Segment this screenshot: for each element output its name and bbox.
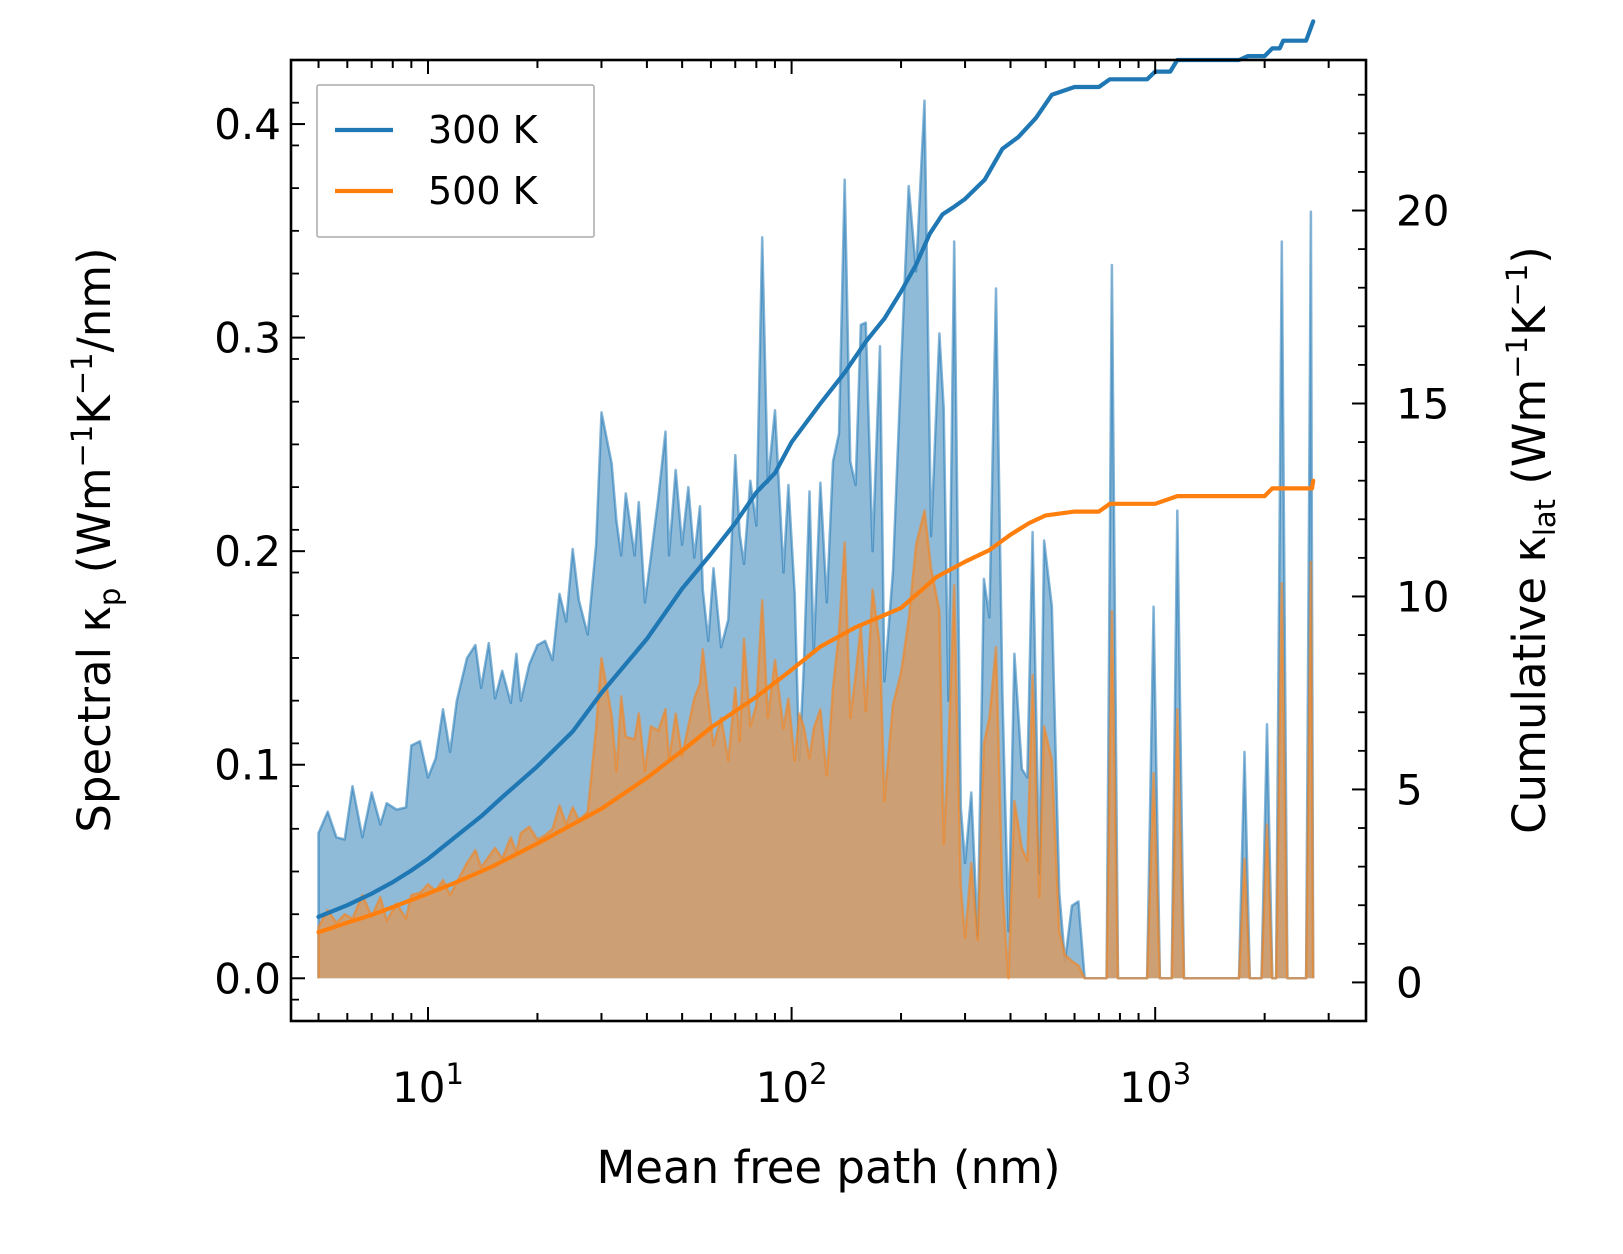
spectral-outline-300k xyxy=(317,99,1315,980)
x-tick-exponent: 3 xyxy=(1173,1057,1191,1091)
cumulative-line-500k xyxy=(316,478,1316,935)
legend-box xyxy=(316,84,595,238)
y-left-axis-title-subscript: p xyxy=(93,588,127,606)
x-tick-label: 103 xyxy=(1119,1057,1191,1112)
x-tick-label: 102 xyxy=(756,1057,828,1112)
y-right-tick-label: 5 xyxy=(1396,765,1423,814)
legend: 300 K 500 K xyxy=(316,84,595,238)
spectral-fill-500k xyxy=(318,510,1314,979)
y-right-axis-title-unit: (Wm xyxy=(1503,379,1556,499)
x-tick-exponent: 1 xyxy=(445,1057,463,1091)
y-left-axis-title: Spectral κp (Wm−1K−1/nm) xyxy=(65,247,127,832)
x-tick-exponent: 2 xyxy=(809,1057,827,1091)
x-tick-label: 101 xyxy=(392,1057,464,1112)
y-left-axis-title-unit-end: /nm) xyxy=(68,247,121,352)
y-right-axis-title-subscript: lat xyxy=(1528,499,1562,536)
spectral-outline-500k xyxy=(317,509,1315,980)
y-left-tick-label: 0.4 xyxy=(214,100,281,149)
spectral-fill-300k xyxy=(318,100,1314,979)
y-left-axis-title-prefix: Spectral κ xyxy=(68,606,121,833)
y-right-tick-label: 10 xyxy=(1396,572,1449,621)
y-right-axis-title-prefix: Cumulative κ xyxy=(1503,536,1556,834)
y-right-tick-label: 0 xyxy=(1396,958,1423,1007)
y-left-tick-label: 0.3 xyxy=(214,314,281,363)
y-left-axis-title-unit-k: K xyxy=(68,394,121,425)
axes-frame xyxy=(289,58,1368,1023)
y-right-axis-title-exponent: −1 xyxy=(1500,264,1534,307)
y-right-axis-title-unit-end: ) xyxy=(1503,246,1556,264)
x-tick-base: 10 xyxy=(1119,1063,1172,1112)
x-axis-title: Mean free path (nm) xyxy=(596,1141,1060,1194)
y-left-tick-label: 0.0 xyxy=(214,954,281,1003)
y-left-axis-title-unit: (Wm xyxy=(68,467,121,587)
legend-label: 300 K xyxy=(428,108,539,152)
y-right-tick-label: 15 xyxy=(1396,379,1449,428)
x-tick-base: 10 xyxy=(392,1063,445,1112)
y-left-tick-label: 0.1 xyxy=(214,741,281,790)
y-left-axis-title-exponent: −1 xyxy=(65,425,99,468)
y-left-axis-title-exponent: −1 xyxy=(65,352,99,395)
y-left-tick-label: 0.2 xyxy=(214,527,281,576)
y-right-axis-title-unit-k: K xyxy=(1503,305,1556,336)
y-right-axis-title-exponent: −1 xyxy=(1500,336,1534,379)
legend-label: 500 K xyxy=(428,169,539,213)
plot-area xyxy=(316,19,1316,980)
x-tick-base: 10 xyxy=(756,1063,809,1112)
y-right-axis-title: Cumulative κlat (Wm−1K−1) xyxy=(1500,246,1562,834)
y-right-tick-label: 20 xyxy=(1396,187,1449,236)
